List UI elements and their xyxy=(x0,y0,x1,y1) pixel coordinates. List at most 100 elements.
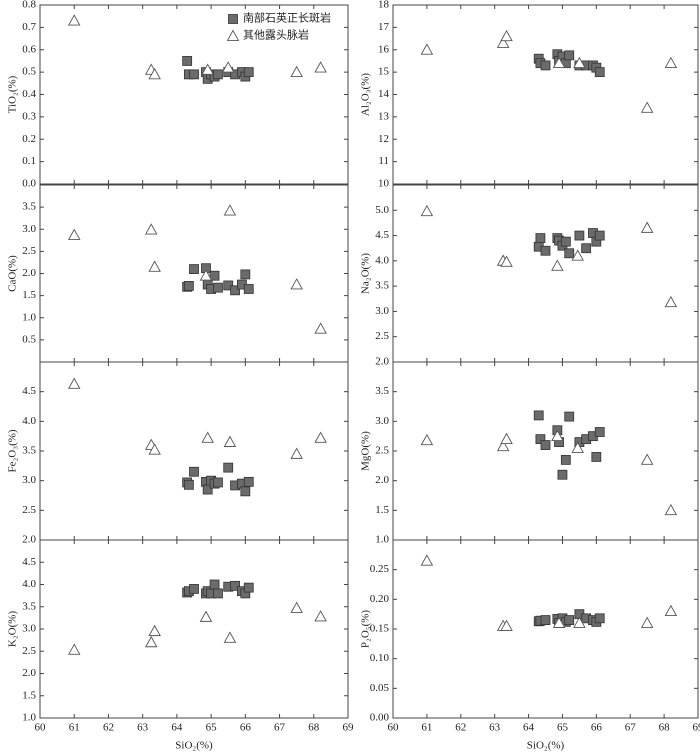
x-axis-label: SiO₂(%) xyxy=(175,740,213,752)
y-tick-label: 0.00 xyxy=(370,712,390,724)
triangle-point xyxy=(551,429,564,442)
legend-label: 其他露头脉岩 xyxy=(243,28,309,42)
triangle-point xyxy=(314,322,327,334)
square-point xyxy=(183,479,194,490)
triangle-point xyxy=(144,223,158,235)
triangle-point xyxy=(664,503,678,516)
y-tick-label: 2.0 xyxy=(22,534,36,546)
y-tick-label: 2.0 xyxy=(22,667,36,679)
y-tick-label: 3.0 xyxy=(22,474,36,486)
triangle-point xyxy=(571,249,584,261)
y-tick-label: 1.0 xyxy=(22,311,36,323)
y-tick-label: 11 xyxy=(378,155,389,167)
triangle-point xyxy=(290,601,303,613)
triangle-point xyxy=(314,610,327,622)
triangle-point xyxy=(148,624,161,637)
y-axis-label: CaO(%) xyxy=(7,255,19,292)
triangle-point xyxy=(420,433,434,446)
triangle-point xyxy=(500,619,513,631)
y-tick-label: 2.5 xyxy=(22,504,36,516)
legend-symbol xyxy=(226,29,240,41)
y-axis-label: MgO(%) xyxy=(360,431,372,471)
x-axis-label: SiO₂(%) xyxy=(527,740,565,752)
triangle-point xyxy=(571,441,584,453)
triangle-point xyxy=(664,56,678,69)
y-tick-label: 3.0 xyxy=(22,223,36,235)
square-point xyxy=(591,452,602,462)
x-tick-label: 62 xyxy=(455,722,466,734)
plot-frame xyxy=(392,184,699,363)
y-tick-label: 4.0 xyxy=(22,415,36,427)
y-tick-label: 3.5 xyxy=(375,280,389,292)
triangle-point xyxy=(201,63,214,75)
y-tick-label: 0.7 xyxy=(22,21,36,33)
y-axis-label: K₂O(%) xyxy=(7,611,19,648)
square-point xyxy=(230,285,240,296)
x-tick-label: 69 xyxy=(343,722,355,734)
y-tick-label: 4.0 xyxy=(375,254,389,266)
y-tick-label: 0.0 xyxy=(22,178,36,190)
triangle-point xyxy=(314,431,327,443)
triangle-point xyxy=(496,36,510,48)
square-point xyxy=(213,588,223,599)
x-tick-label: 63 xyxy=(137,722,149,734)
square-point xyxy=(535,434,546,445)
y-tick-label: 17 xyxy=(378,21,390,33)
square-point xyxy=(189,584,199,594)
y-axis-label: P₂O₅(%) xyxy=(360,610,372,649)
square-point xyxy=(535,233,546,244)
square-point xyxy=(564,411,575,422)
triangle-point xyxy=(199,269,213,281)
y-tick-label: 0.5 xyxy=(22,66,36,78)
triangle-point xyxy=(573,616,586,628)
y-tick-label: 5.0 xyxy=(375,204,389,216)
y-tick-label: 15 xyxy=(378,66,390,78)
square-point xyxy=(581,243,592,254)
triangle-point xyxy=(290,447,303,459)
square-point xyxy=(564,615,575,625)
triangle-point xyxy=(551,259,564,271)
triangle-point xyxy=(664,604,678,617)
y-tick-label: 0.6 xyxy=(22,43,36,55)
square-point xyxy=(213,477,223,488)
y-tick-label: 3.5 xyxy=(375,385,389,397)
y-axis-label: Fe₂O₃(%) xyxy=(7,429,19,472)
triangle-point xyxy=(640,453,654,465)
y-tick-label: 18 xyxy=(378,0,390,11)
y-tick-label: 4.0 xyxy=(22,578,36,590)
y-tick-label: 2.5 xyxy=(22,645,36,657)
triangle-point xyxy=(420,204,434,217)
square-point xyxy=(189,264,199,274)
triangle-point xyxy=(500,255,513,267)
y-tick-label: 3.5 xyxy=(22,445,36,457)
square-point xyxy=(557,469,568,480)
y-tick-label: 1.0 xyxy=(375,534,389,546)
y-tick-label: 0.05 xyxy=(370,682,390,694)
y-tick-label: 2.5 xyxy=(375,330,389,342)
x-tick-label: 64 xyxy=(171,722,183,734)
triangle-point xyxy=(67,228,81,240)
y-tick-label: 3.5 xyxy=(22,201,36,213)
square-point xyxy=(560,454,571,465)
y-tick-label: 0.5 xyxy=(22,333,36,345)
x-tick-label: 66 xyxy=(240,722,252,734)
triangle-point xyxy=(496,439,510,452)
y-tick-label: 0.25 xyxy=(370,563,390,575)
x-tick-label: 60 xyxy=(35,722,47,734)
y-tick-label: 16 xyxy=(378,43,390,55)
triangle-point xyxy=(144,635,158,648)
y-tick-label: 2.0 xyxy=(375,356,389,368)
x-tick-label: 69 xyxy=(693,722,700,734)
square-point xyxy=(574,230,585,241)
y-tick-label: 1.5 xyxy=(375,504,389,516)
triangle-point xyxy=(640,101,654,113)
square-point xyxy=(209,270,220,281)
x-tick-label: 60 xyxy=(388,722,400,734)
y-tick-label: 0.4 xyxy=(22,88,36,100)
triangle-point xyxy=(314,61,327,73)
square-point xyxy=(243,582,254,593)
square-point xyxy=(594,427,605,437)
triangle-point xyxy=(640,221,654,233)
square-point xyxy=(189,69,199,80)
